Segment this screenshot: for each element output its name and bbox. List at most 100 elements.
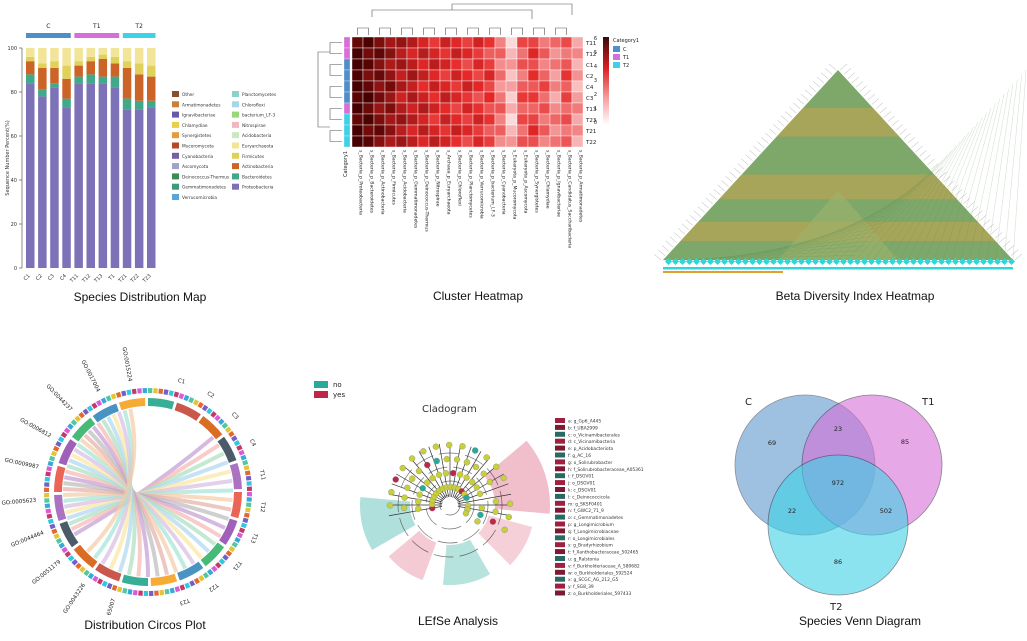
bar-segment [122,98,132,110]
dendrogram-branch [329,42,342,54]
taxon-label: w: o_Burkholderiales_592524 [568,570,633,576]
heatmap-cell [450,58,463,71]
grid-line [899,131,970,261]
legend-label: Ignavibacteriae [182,113,216,119]
legend-label: Synergistetes [182,133,212,139]
legend-label: Armatimonadetes [182,102,221,108]
circos-panel: GO:0015224 GO:0017004 GO:0044237 GO:0006812… [0,340,300,633]
tick-mark [685,219,693,226]
heatmap-cell [494,58,507,71]
tick-mark [816,76,825,84]
bar-segment [38,89,47,97]
circos-outer-segment [231,435,238,442]
circos-outer-segment [131,388,137,395]
base-marker [825,257,834,266]
circos-outer-segment [188,396,195,404]
taxon-label: r: o_Longimicrobiales [568,536,615,542]
bar-segment [74,48,83,62]
bar-segment [98,48,108,55]
base-marker [951,257,960,266]
heatmap-cell [483,124,496,137]
circos-sector-label: GO:0065007 [101,597,117,615]
taxon-swatch [555,466,565,472]
tick-mark [998,236,1007,243]
bar-segment [134,74,144,101]
bar-segment [50,87,59,268]
group-label: C [46,23,50,30]
heatmap-cell [395,91,408,104]
tick-mark [689,214,697,222]
circos-outer-segment [246,486,252,491]
tick-mark [729,171,737,179]
taxon-label: f: g_AC_16 [568,453,591,459]
legend-label: Ascomycota [182,164,209,170]
tick-mark [777,119,785,127]
heatmap-cell [439,102,452,115]
legend-label: Euryarchaeota [242,144,274,150]
heatmap-cell [571,124,584,137]
clade-node [416,491,423,498]
legend-swatch [172,121,179,128]
base-marker [867,257,876,266]
clade-node [409,475,416,482]
clade-node [408,455,416,462]
bar-segment [62,65,71,79]
legend-swatch [172,91,179,97]
clade-node [415,505,422,512]
row-annotation [343,124,351,137]
clade-highlight-no [443,539,490,585]
circos-outer-segment [245,475,252,481]
heatmap-cell [439,124,452,137]
tick-mark [887,115,895,122]
heatmap-cell [560,69,573,82]
heatmap-cell [384,91,397,104]
heatmap-cell [362,91,375,104]
base-marker [839,257,848,266]
legend-swatch [172,152,179,159]
x-tick-label: T21 [117,273,129,285]
clade-node [400,504,408,512]
tick-mark [801,94,809,101]
heatmap-cell [384,135,397,148]
circos-outer-segment [70,419,78,426]
circos-outer-segment [105,395,112,402]
legend-swatch [172,142,179,149]
heatmap-cell [505,113,518,126]
row-annotation [343,36,351,49]
grid-line [864,150,952,261]
base-marker [734,257,743,266]
grid-line [741,217,891,261]
row-annotation [343,69,351,82]
base-marker [762,257,771,266]
base-marker [776,257,785,266]
circos-sector-label: GO:0044237 [45,384,74,414]
grid-line [846,160,943,261]
heatmap-cell [406,124,419,137]
heatmap-cell [439,36,452,49]
heatmap-cell [461,102,474,115]
heatmap-cell [417,113,430,126]
heatmap-cell [538,69,551,82]
taxon-swatch [555,556,565,561]
venn-chart: C T1 T2 69 85 86 23 22 502 972 [734,394,943,613]
heatmap-cell [538,47,551,60]
heatmap-cell [461,58,474,71]
heatmap-cell [483,47,496,60]
clade-node [472,447,479,454]
heatmap-cell [428,124,441,137]
group-bar-t1 [74,33,120,38]
legend-swatch [172,132,179,139]
tick-mark [839,63,848,71]
heatmap-cell [516,91,529,104]
legend-label: Other [182,92,194,98]
circos-sector [219,518,238,545]
tick-mark [824,68,833,75]
heatmap-cell [505,36,518,49]
circos-outer-segment [228,430,235,438]
heatmap-cell [472,58,485,71]
heatmap-cell [406,80,419,93]
taxon-swatch [555,528,565,534]
heatmap-cell [384,47,397,60]
heatmap-cell [395,36,408,49]
tick-mark [915,145,923,153]
